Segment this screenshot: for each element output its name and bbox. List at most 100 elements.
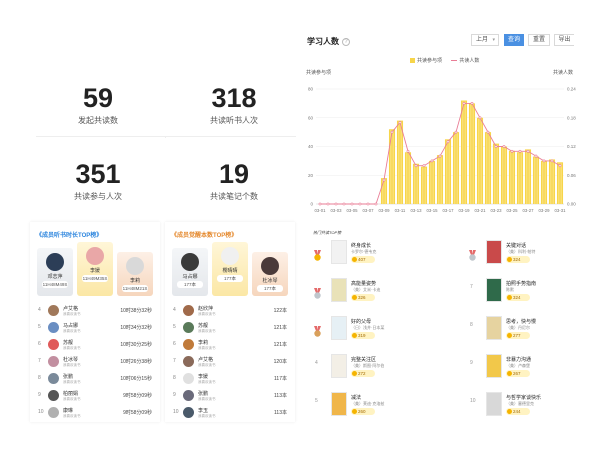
book-title[interactable]: 完整关注区 [351,357,377,363]
avatar [221,247,239,265]
x-tick-label: 03-07 [363,208,375,213]
line-point[interactable] [518,149,522,153]
line-point[interactable] [406,149,410,153]
rank-value: 113本 [274,410,287,416]
book-cover[interactable] [331,240,347,264]
stat-label: 共读参与人次 [74,192,122,201]
rank-index: 9 [173,392,176,398]
line-point[interactable] [526,149,530,153]
book-cover[interactable] [331,316,347,340]
legend-item-line[interactable]: 共读人数 [459,58,480,64]
book-title[interactable]: 拍照手势指南 [506,281,537,287]
book-item[interactable]: 8 思考，快与慢 （美）丹尼尔 277 [460,314,600,348]
read-count-badge: 272 [351,370,375,377]
line-point[interactable] [462,101,466,105]
book-item[interactable]: 7 拍照手势指南 陈默 324 [460,276,600,310]
book-item[interactable]: 5 减法 （美）莱迪·克洛兹 260 [305,390,445,424]
chart-title-text: 学习人数 [307,37,339,46]
line-point[interactable] [502,145,506,148]
line-point[interactable] [398,121,402,124]
line-point[interactable] [390,130,394,134]
line-point[interactable] [318,202,322,206]
member-subtitle: 我喜欢读书 [198,329,216,333]
read-count-badge: 324 [506,256,530,263]
line-point[interactable] [350,202,354,206]
line-point[interactable] [510,149,514,153]
book-title[interactable]: 思考，快与慢 [506,319,537,325]
export-button[interactable]: 导出 [554,34,574,46]
avatar [181,253,199,271]
period-select[interactable]: 上月 ▾ [471,34,499,46]
book-cover[interactable] [331,354,347,378]
rank-row: 4 卢艾格 我喜欢读书 10时38分32秒 [30,302,160,319]
rank-index: 7 [173,358,176,364]
book-title[interactable]: 非暴力沟通 [506,357,532,363]
line-point[interactable] [470,101,474,105]
line-point[interactable] [334,202,338,206]
stat-reading-sessions: 59 发起共读数 [30,62,166,136]
book-title[interactable]: 好的父母 [351,319,372,325]
line-point[interactable] [342,202,346,206]
line-point[interactable] [326,202,330,206]
book-cover[interactable] [486,316,502,340]
book-item[interactable]: 9 非暴力沟通 （美）卢森堡 267 [460,352,600,386]
book-cover[interactable] [331,278,347,302]
book-item[interactable]: 4 完整关注区 （美）斯图·阿尔伯 272 [305,352,445,386]
book-title[interactable]: 终身成长 [351,243,372,249]
line-point[interactable] [430,159,434,163]
book-cover[interactable] [486,240,502,264]
line-point[interactable] [454,130,458,134]
read-count-badge: 244 [506,408,530,415]
book-item[interactable]: 10 与哲学家谈快乐 （美）塞德里克 244 [460,390,600,424]
medal-icon [313,324,322,337]
line-point[interactable] [494,145,498,148]
query-button[interactable]: 查询 [504,34,524,46]
y-tick-label: 60 [308,115,314,120]
book-cover[interactable] [486,392,502,416]
avatar [46,253,64,271]
line-point[interactable] [446,140,450,144]
avatar [183,390,194,401]
line-point[interactable] [542,159,546,163]
book-item[interactable]: 终身成长 卡罗尔·德韦克 407 [305,238,445,272]
book-item[interactable]: 高能量姿势 （美）艾米·卡迪 326 [305,276,445,310]
book-author: 陈默 [506,287,514,292]
line-point[interactable] [534,154,538,158]
line-point[interactable] [366,202,370,206]
help-icon[interactable]: ? [342,38,350,46]
line-point[interactable] [550,159,554,163]
avatar [261,257,279,275]
medal-icon [468,248,477,261]
line-point[interactable] [478,116,482,120]
line-point[interactable] [486,130,490,134]
book-cover[interactable] [486,354,502,378]
line-point[interactable] [422,164,426,168]
line-point[interactable] [374,202,378,206]
period-value: 上月 [476,37,489,43]
line-point[interactable] [358,202,362,206]
rank-index: 6 [38,341,41,347]
chart-title: 学习人数? [307,36,350,47]
reset-button[interactable]: 重置 [528,34,550,46]
legend-item-bars[interactable]: 共读参与项 [417,58,443,64]
book-cover[interactable] [486,278,502,302]
member-name: 马占娜 [63,323,79,329]
member-subtitle: 我喜欢读书 [63,312,81,316]
line-point[interactable] [382,178,386,182]
line-point[interactable] [414,164,418,168]
book-title[interactable]: 关键对话 [506,243,527,249]
book-title[interactable]: 高能量姿势 [351,281,377,287]
line-point[interactable] [558,164,562,168]
line-point[interactable] [438,154,442,158]
rank-title-text: 成员觉醒本数TOP榜 [177,233,232,239]
avatar [126,257,144,275]
avatar [183,305,194,316]
member-name: 张鹏 [63,374,74,380]
book-title[interactable]: 与哲学家谈快乐 [506,395,542,401]
member-subtitle: 我喜欢读书 [198,414,216,418]
book-cover[interactable] [331,392,347,416]
book-item[interactable]: 好的父母 （日）浅井·日本某 319 [305,314,445,348]
book-item[interactable]: 关键对话 （美）科利·帕特 324 [460,238,600,272]
book-author: （美）莱迪·克洛兹 [351,401,385,406]
book-title[interactable]: 减法 [351,395,362,401]
